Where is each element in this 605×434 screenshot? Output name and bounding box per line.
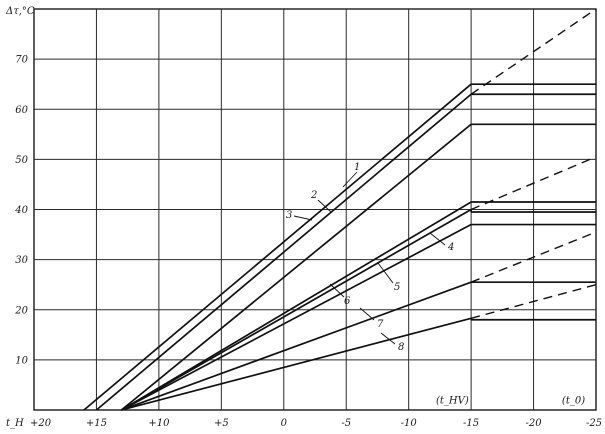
y-tick-label: 60 xyxy=(15,105,28,116)
series-3-label: 3 xyxy=(286,210,292,221)
x-tick-label: +10 xyxy=(148,418,170,429)
x-tick-label: +20 xyxy=(30,418,52,429)
series-3-leader xyxy=(293,215,313,221)
x-tick-label: 0 xyxy=(281,418,288,429)
y-tick-label: 40 xyxy=(14,205,28,216)
series-6-leader xyxy=(329,283,345,298)
y-tick-label: 50 xyxy=(15,155,28,166)
y-tick-label: 10 xyxy=(15,355,28,366)
series-lines xyxy=(83,8,597,411)
series-4-leader xyxy=(429,232,446,246)
series-5-line xyxy=(120,208,472,411)
series-5-leader xyxy=(377,262,394,284)
series-3-line xyxy=(120,123,472,411)
y-tick-label: 30 xyxy=(15,255,28,266)
x-tick-label: -20 xyxy=(526,418,543,429)
x-axis-label: t_H xyxy=(6,418,24,429)
dashed-extension xyxy=(470,284,597,319)
series-6-label: 6 xyxy=(344,296,351,307)
dashed-extension xyxy=(470,156,597,211)
series-8-leader xyxy=(380,332,396,345)
series-7-label: 7 xyxy=(377,319,384,330)
series-8-line xyxy=(121,317,472,411)
x-tick-label: -10 xyxy=(401,418,418,429)
x-tick-label: +5 xyxy=(214,418,229,429)
grid xyxy=(33,8,597,411)
series-1-label: 1 xyxy=(354,162,360,173)
series-2-leader xyxy=(317,199,332,213)
x-tick-label: -5 xyxy=(341,418,351,429)
annotation: (t_HV) xyxy=(436,395,469,406)
tick-labels: +20 +15 +10 +5 0 -5 -10 -15 -20 -25 10 20 30 40 50 60 70… xyxy=(14,55,602,429)
dashed-extension xyxy=(470,8,597,95)
dashed-extension xyxy=(470,231,597,283)
series-2-line xyxy=(95,93,472,411)
series-5-label: 5 xyxy=(394,282,400,293)
series-7-line xyxy=(121,281,472,411)
annotation: (t_0) xyxy=(562,395,585,406)
series-8-label: 8 xyxy=(398,342,404,353)
series-1-line xyxy=(83,83,472,411)
series-6-line xyxy=(121,223,472,411)
series-4-label: 4 xyxy=(447,242,454,253)
series-2-label: 2 xyxy=(310,190,317,201)
series-4-line xyxy=(120,201,472,411)
y-tick-label: 20 xyxy=(14,305,28,316)
y-axis-label: Δτ,°C xyxy=(5,6,35,17)
x-tick-label: +15 xyxy=(86,418,107,429)
series-7-leader xyxy=(359,307,375,321)
y-tick-label: 70 xyxy=(15,55,28,66)
x-tick-label: -25 xyxy=(586,418,602,429)
series-1-leader xyxy=(342,171,358,188)
x-tick-label: -15 xyxy=(463,418,479,429)
